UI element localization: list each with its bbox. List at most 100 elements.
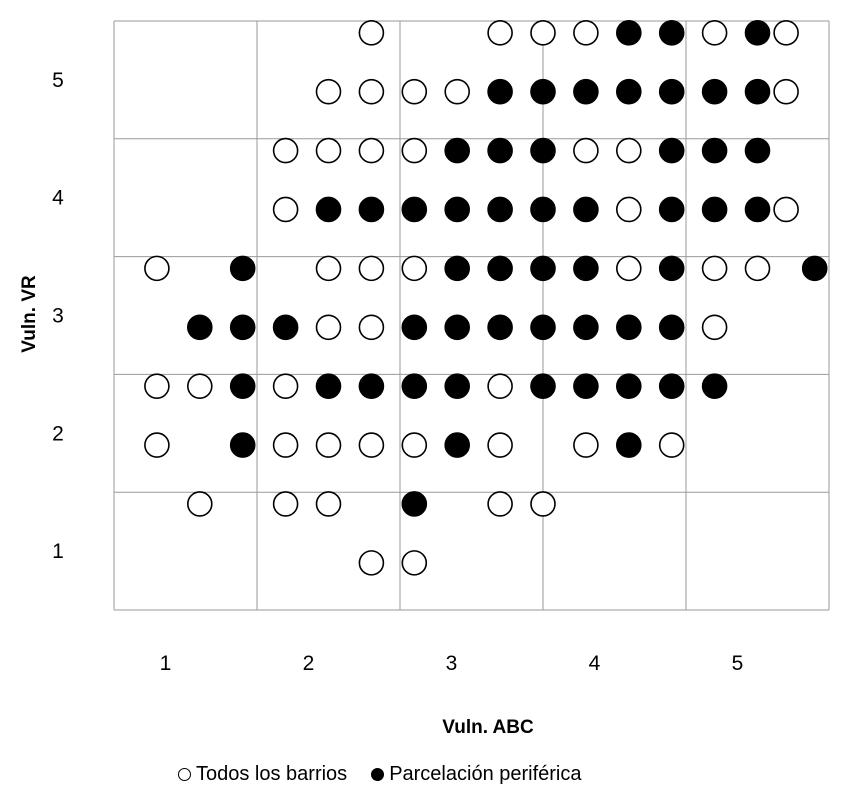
data-point-open (487, 432, 513, 458)
data-point-filled (401, 314, 428, 341)
y-tick-label: 4 (52, 187, 64, 210)
data-point-open (358, 432, 385, 458)
data-point-open (487, 19, 513, 46)
x-tick-label: 4 (589, 652, 601, 675)
x-tick-label: 5 (732, 652, 744, 675)
data-point-open (701, 255, 728, 282)
legend-item-open: Todos los barrios (178, 763, 347, 786)
data-point-filled (530, 373, 556, 399)
data-point-open (315, 255, 342, 282)
data-point-open (272, 373, 299, 399)
data-point-filled (444, 373, 471, 399)
data-point-filled (272, 314, 299, 341)
x-tick-label: 1 (160, 652, 172, 675)
data-point-filled (658, 78, 685, 105)
data-point-open (444, 78, 471, 105)
data-point-filled (530, 196, 556, 223)
data-point-filled (701, 78, 728, 105)
data-point-open (358, 19, 385, 46)
data-point-filled (229, 314, 256, 341)
data-point-filled (615, 78, 642, 105)
data-point-open (401, 78, 428, 105)
data-point-open (401, 550, 428, 576)
data-point-open (358, 314, 385, 341)
y-tick-label: 2 (52, 422, 64, 445)
data-point-filled (658, 373, 685, 399)
x-tick-label: 3 (446, 652, 458, 675)
data-point-open (487, 491, 513, 517)
x-tick-label: 2 (303, 652, 315, 675)
x-tick-labels: 1 2 3 4 5 (160, 652, 744, 675)
data-point-filled (744, 137, 771, 164)
data-point-filled (487, 196, 513, 223)
open-circle-icon (178, 768, 191, 781)
data-point-open (658, 432, 685, 458)
x-axis-title: Vuln. ABC (442, 717, 534, 738)
data-point-open (315, 491, 342, 517)
data-point-open (615, 196, 642, 223)
data-point-open (144, 432, 170, 458)
data-point-open (573, 19, 599, 46)
data-point-filled (615, 314, 642, 341)
data-point-open (401, 432, 428, 458)
data-point-filled (530, 255, 556, 282)
data-point-filled (444, 314, 471, 341)
data-point-filled (315, 373, 342, 399)
data-point-filled (530, 78, 556, 105)
data-point-filled (444, 432, 471, 458)
data-point-open (272, 196, 299, 223)
data-point-open (401, 137, 428, 164)
data-point-open (615, 255, 642, 282)
data-point-open (315, 432, 342, 458)
data-point-filled (315, 196, 342, 223)
data-point-filled (658, 19, 685, 46)
data-point-filled (701, 373, 728, 399)
data-point-open (358, 78, 385, 105)
y-tick-label: 3 (52, 305, 64, 328)
data-point-filled (401, 196, 428, 223)
data-point-open (773, 196, 799, 223)
data-point-filled (530, 137, 556, 164)
data-point-open (487, 373, 513, 399)
data-point-filled (487, 137, 513, 164)
data-point-open (358, 255, 385, 282)
data-point-filled (658, 137, 685, 164)
data-point-open (358, 550, 385, 576)
data-point-open (187, 373, 213, 399)
y-axis-title: Vuln. VR (19, 275, 40, 353)
data-point-open (573, 432, 599, 458)
y-tick-label: 1 (52, 540, 64, 563)
legend: Todos los barrios Parcelación periférica (178, 763, 582, 786)
data-point-filled (487, 314, 513, 341)
data-point-filled (573, 255, 599, 282)
data-point-filled (658, 314, 685, 341)
data-point-filled (358, 196, 385, 223)
data-point-filled (615, 19, 642, 46)
data-point-filled (444, 137, 471, 164)
legend-item-filled: Parcelación periférica (371, 763, 582, 786)
scatter-chart: 1 2 3 4 5 1 2 3 4 5 Vuln. ABC Vuln. VR (19, 19, 830, 738)
data-point-filled (573, 196, 599, 223)
data-point-filled (744, 78, 771, 105)
data-point-open (773, 19, 799, 46)
filled-circle-icon (371, 768, 385, 781)
data-point-open (530, 19, 556, 46)
data-point-filled (401, 491, 428, 517)
data-point-open (315, 137, 342, 164)
data-point-filled (658, 196, 685, 223)
data-point-open (272, 432, 299, 458)
data-point-filled (573, 78, 599, 105)
data-point-filled (658, 255, 685, 282)
data-point-filled (401, 373, 428, 399)
data-point-open (701, 19, 728, 46)
legend-label-open: Todos los barrios (196, 763, 348, 785)
data-point-open (401, 255, 428, 282)
data-point-open (744, 255, 771, 282)
data-point-filled (744, 19, 771, 46)
data-point-filled (573, 314, 599, 341)
y-tick-label: 5 (52, 69, 64, 92)
data-point-open (144, 373, 170, 399)
data-point-filled (229, 255, 256, 282)
data-point-filled (229, 432, 256, 458)
data-point-open (187, 491, 213, 517)
